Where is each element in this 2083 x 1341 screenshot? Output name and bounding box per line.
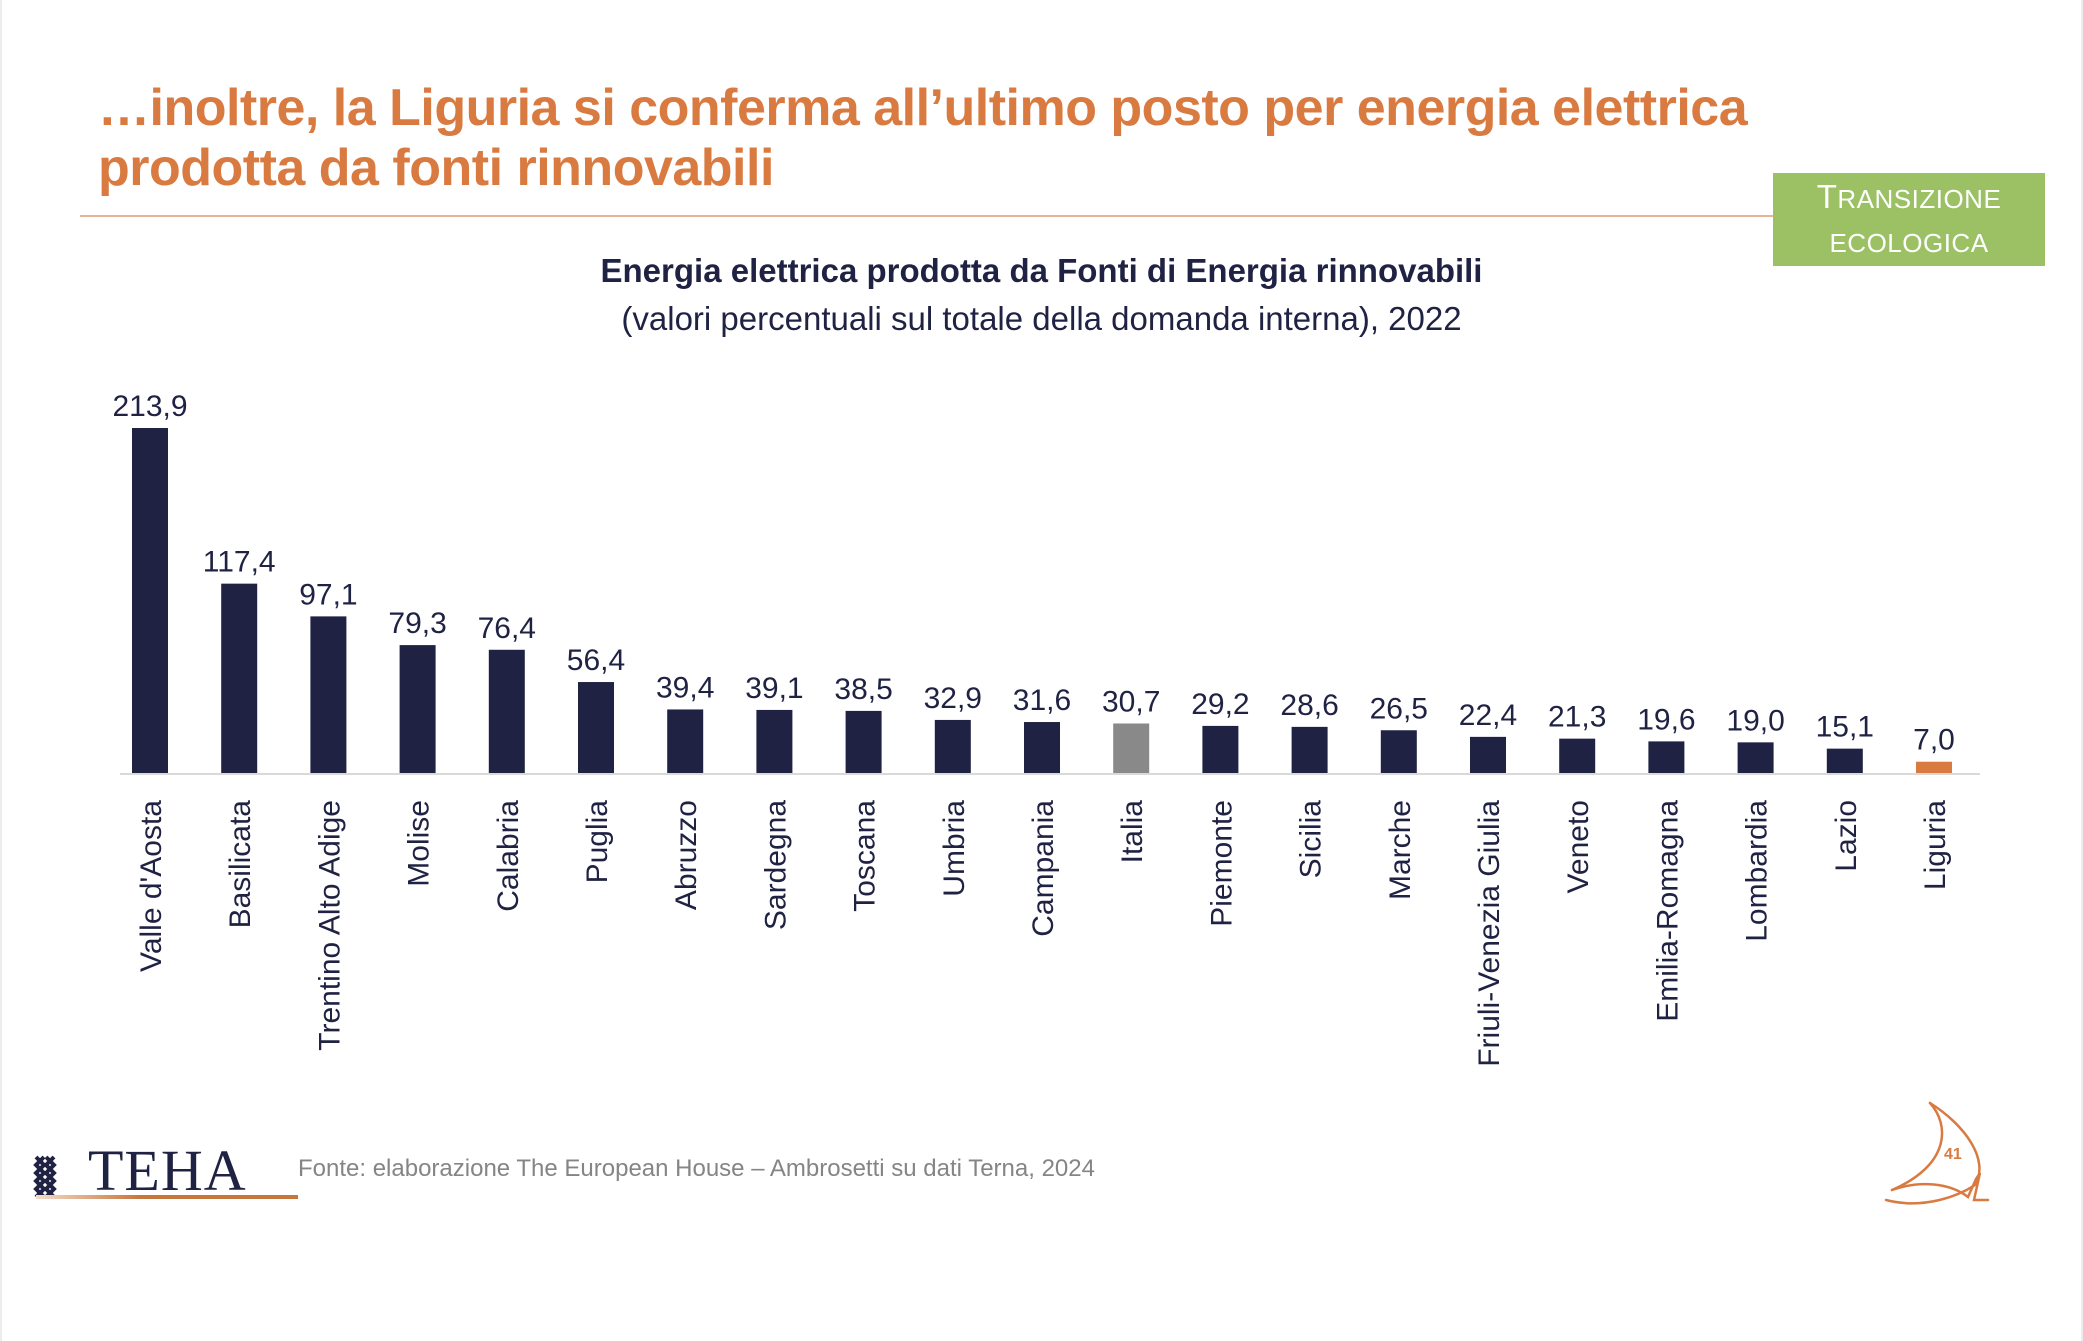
bar-piemonte [1202,725,1239,773]
category-label-liguria: Liguria [1919,800,1952,890]
title-divider [80,215,1774,217]
page-border-right [2081,0,2083,1341]
value-label-piemonte: 29,2 [1191,688,1249,721]
chart-title: Energia elettrica prodotta da Fonti di E… [600,252,1483,289]
bar-valle-d-aosta [132,428,168,773]
category-label-lazio: Lazio [1830,800,1863,872]
category-label-lombardia: Lombardia [1741,800,1774,942]
category-label-sardegna: Sardegna [759,800,792,930]
category-label-valle-d-aosta: Valle d'Aosta [135,800,168,972]
value-label-puglia: 56,4 [567,644,625,677]
bar-lazio [1826,748,1863,773]
value-label-calabria: 76,4 [478,612,536,645]
category-label-emilia-romagna: Emilia-Romagna [1651,800,1684,1022]
badge-line-2: ECOLOGICA [1829,227,1989,258]
category-labels-group: Valle d'Aosta Basilicata Trentino Alto Adi… [135,800,1952,1067]
page-border-left [0,0,2,1341]
bars-group [132,428,1952,773]
teha-logo: TEHA [32,1138,267,1203]
value-label-friuli-venezia-giulia: 22,4 [1459,699,1517,732]
category-label-molise: Molise [403,800,436,887]
bar-italia [1113,723,1150,773]
bar-molise [399,645,436,773]
bar-emilia-romagna [1648,741,1685,773]
chart-subtitle: (valori percentuali sul totale della dom… [621,300,1462,337]
value-label-trentino-alto-adige: 97,1 [299,578,357,611]
category-label-sicilia: Sicilia [1295,800,1328,879]
slide-title: …inoltre, la Liguria si conferma all’ult… [98,78,1798,198]
logo-underline [36,1195,298,1199]
value-label-italia: 30,7 [1102,685,1160,718]
value-label-emilia-romagna: 19,6 [1637,703,1695,736]
category-label-toscana: Toscana [849,800,882,912]
category-label-trentino-alto-adige: Trentino Alto Adige [313,800,346,1051]
bar-liguria [1916,761,1952,773]
teha-logo-mark-icon [33,1155,57,1199]
value-label-liguria: 7,0 [1913,724,1955,757]
bar-sicilia [1291,726,1328,773]
category-label-italia: Italia [1116,800,1149,864]
bar-veneto [1559,738,1596,773]
category-label-abruzzo: Abruzzo [670,800,703,910]
sailboat-icon [1884,1101,1990,1205]
source-note: Fonte: elaborazione The European House –… [298,1155,1095,1182]
bar-umbria [934,719,971,773]
value-label-lazio: 15,1 [1816,711,1874,744]
value-label-basilicata: 117,4 [203,546,276,579]
value-label-campania: 31,6 [1013,684,1071,717]
category-label-friuli-venezia-giulia: Friuli-Venezia Giulia [1473,800,1506,1067]
category-label-puglia: Puglia [581,800,614,884]
value-label-lombardia: 19,0 [1726,704,1784,737]
section-badge: TRANSIZIONE ECOLOGICA [1773,173,2045,266]
category-label-calabria: Calabria [492,800,525,912]
category-label-basilicata: Basilicata [224,800,257,929]
teha-logo-text: TEHA [88,1138,247,1203]
category-label-campania: Campania [1027,800,1060,937]
category-label-umbria: Umbria [938,800,971,897]
page-number: 41 [1944,1146,1962,1163]
bar-marche [1380,730,1417,773]
value-label-sardegna: 39,1 [745,672,803,705]
category-label-marche: Marche [1384,800,1417,900]
value-label-marche: 26,5 [1370,692,1428,725]
category-label-veneto: Veneto [1562,800,1595,893]
value-labels-group: 213,9 117,4 97,1 79,3 76,4 56,4 39,4 39,1 38,5 32… [112,390,1954,757]
slide-title-line-1: …inoltre, la Liguria si conferma all’ult… [98,79,1748,137]
badge-initial: T [1816,177,1838,215]
bar-puglia [578,682,614,773]
badge-line-1: TRANSIZIONE [1773,175,2045,221]
bar-trentino-alto-adige [310,616,347,773]
bar-friuli-venezia-giulia [1470,736,1506,773]
value-label-veneto: 21,3 [1548,701,1606,734]
value-label-sicilia: 28,6 [1280,689,1338,722]
category-label-piemonte: Piemonte [1205,800,1238,927]
value-label-abruzzo: 39,4 [656,671,714,704]
badge-line-1-rest: RANSIZIONE [1837,183,2002,214]
slide-title-line-2: prodotta da fonti rinnovabili [98,139,774,197]
value-label-valle-d-aosta: 213,9 [112,390,187,423]
value-label-umbria: 32,9 [924,682,982,715]
value-label-toscana: 38,5 [834,673,892,706]
value-label-molise: 79,3 [388,607,446,640]
bar-basilicata [221,583,258,773]
bar-lombardia [1737,742,1774,773]
bar-sardegna [756,709,793,773]
bar-abruzzo [667,709,704,773]
bar-calabria [488,649,525,773]
bar-campania [1024,722,1060,773]
bar-toscana [845,710,882,773]
